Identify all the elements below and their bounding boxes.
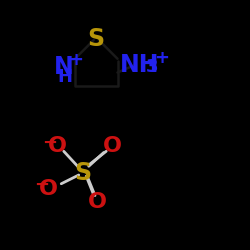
- Text: S: S: [88, 27, 105, 51]
- Text: −: −: [34, 176, 49, 194]
- Text: O: O: [48, 136, 67, 156]
- Text: −: −: [42, 134, 58, 152]
- Text: S: S: [74, 160, 91, 184]
- Text: +: +: [154, 49, 169, 67]
- Text: O: O: [39, 179, 58, 199]
- Text: +: +: [68, 51, 83, 69]
- Text: O: O: [88, 192, 107, 212]
- Text: NH: NH: [120, 53, 160, 77]
- Text: H: H: [58, 68, 72, 86]
- Text: 3: 3: [146, 58, 159, 76]
- Text: N: N: [54, 56, 74, 80]
- Text: O: O: [103, 136, 122, 156]
